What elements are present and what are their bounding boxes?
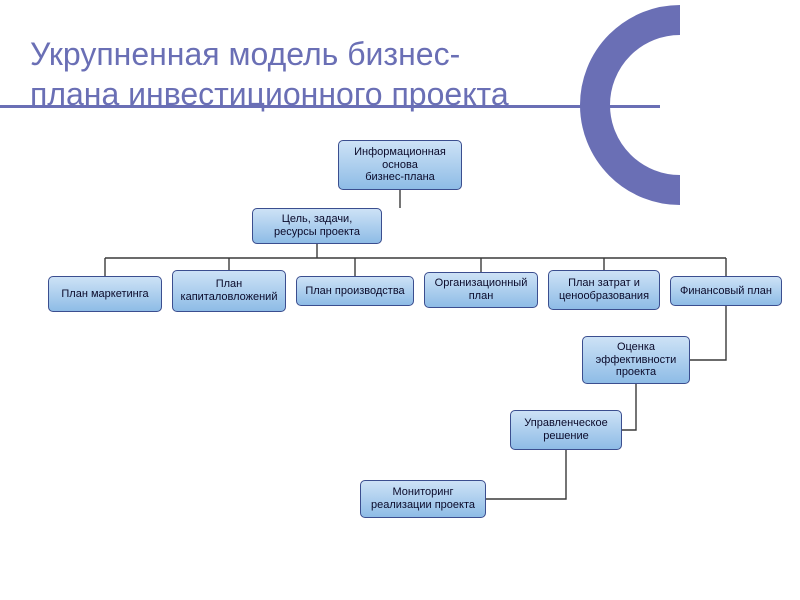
node-mon: Мониторингреализации проекта: [360, 480, 486, 518]
node-label: Организационныйплан: [429, 277, 533, 302]
node-label: План затрат иценообразования: [553, 277, 655, 302]
flowchart-diagram: Информационнаяосновабизнес-плана Цель, за…: [0, 120, 800, 580]
node-mkt: План маркетинга: [48, 276, 162, 312]
node-label: Информационнаяосновабизнес-плана: [343, 146, 457, 184]
node-info: Информационнаяосновабизнес-плана: [338, 140, 462, 190]
title-line-2: плана инвестиционного проекта: [30, 76, 509, 112]
node-label: Финансовый план: [675, 285, 777, 298]
node-fin: Финансовый план: [670, 276, 782, 306]
node-cost: План затрат иценообразования: [548, 270, 660, 310]
node-label: План маркетинга: [53, 288, 157, 301]
edge: [486, 450, 566, 499]
node-org: Организационныйплан: [424, 272, 538, 308]
title-line-1: Укрупненная модель бизнес-: [30, 36, 460, 72]
node-label: Управленческоерешение: [515, 417, 617, 442]
node-goals: Цель, задачи,ресурсы проекта: [252, 208, 382, 244]
node-prod: План производства: [296, 276, 414, 306]
node-eff: Оценкаэффективностипроекта: [582, 336, 690, 384]
slide: Укрупненная модель бизнес- плана инвести…: [0, 0, 800, 600]
node-label: Планкапиталовложений: [177, 278, 281, 303]
node-label: Цель, задачи,ресурсы проекта: [257, 213, 377, 238]
title-region: Укрупненная модель бизнес- плана инвести…: [0, 30, 800, 118]
node-mgmt: Управленческоерешение: [510, 410, 622, 450]
node-label: План производства: [301, 285, 409, 298]
node-capex: Планкапиталовложений: [172, 270, 286, 312]
node-label: Оценкаэффективностипроекта: [587, 341, 685, 379]
edge: [690, 306, 726, 360]
node-label: Мониторингреализации проекта: [365, 486, 481, 511]
slide-title: Укрупненная модель бизнес- плана инвести…: [30, 34, 509, 114]
edge: [622, 384, 636, 430]
